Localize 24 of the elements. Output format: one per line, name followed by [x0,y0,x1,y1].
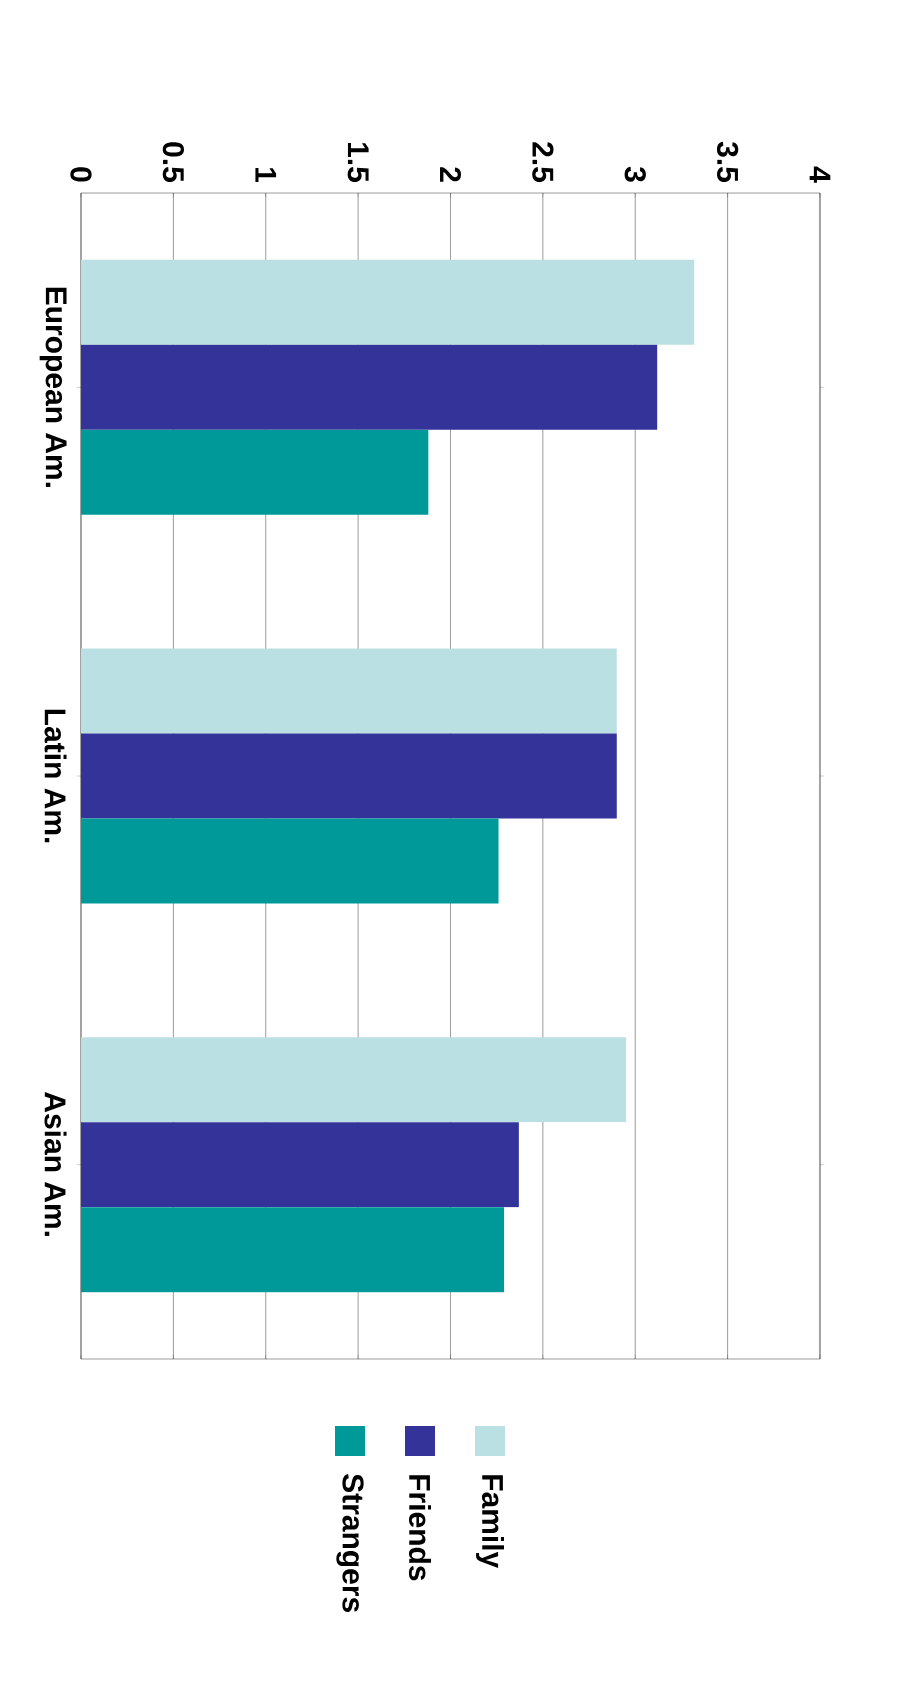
bar [81,1037,626,1123]
x-tick-label: 2 [440,167,461,182]
y-tick-label: European Am. [39,287,67,487]
legend-label: Friends [408,1475,432,1581]
bar [81,1122,519,1208]
x-tick-label: 1 [255,168,277,183]
x-tick-label: 3 [624,166,646,182]
bar [81,429,429,515]
bar [81,344,658,430]
x-tick-label: 0 [70,167,92,182]
bar [81,259,695,345]
y-tick-label: Latin Am. [44,709,67,843]
x-tick-label: 3.5 [716,141,739,183]
x-tick-label: 2.5 [532,142,554,183]
y-tick-label: Asian Am. [44,1092,67,1236]
bar [81,818,499,904]
bar [81,648,617,734]
x-tick-label: 1.5 [347,143,369,183]
bar [81,733,617,819]
bar [81,1207,505,1293]
x-tick-label: 4 [809,166,831,183]
legend-label: Strangers [336,1474,364,1612]
x-tick-label: 0.5 [162,142,184,183]
legend-label: Family [476,1475,504,1569]
